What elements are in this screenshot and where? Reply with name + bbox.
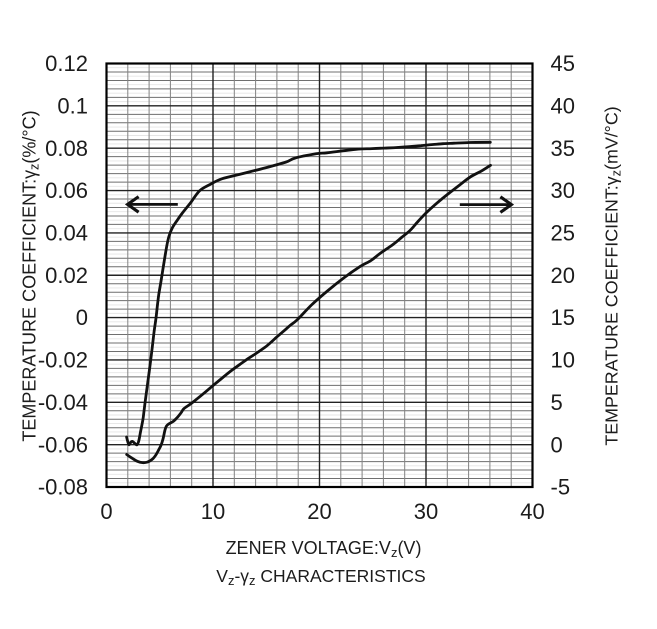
svg-text:45: 45 (551, 51, 575, 76)
svg-text:35: 35 (551, 136, 575, 161)
svg-text:0.04: 0.04 (45, 221, 88, 246)
svg-text:0.08: 0.08 (45, 136, 88, 161)
svg-text:20: 20 (551, 263, 575, 288)
svg-text:Vz-γz CHARACTERISTICS: Vz-γz CHARACTERISTICS (216, 566, 425, 588)
svg-text:10: 10 (551, 348, 575, 373)
svg-text:-5: -5 (551, 475, 571, 500)
svg-text:10: 10 (201, 499, 225, 524)
svg-text:40: 40 (551, 93, 575, 118)
svg-text:5: 5 (551, 390, 563, 415)
svg-text:0: 0 (100, 499, 112, 524)
svg-text:-0.04: -0.04 (38, 390, 88, 415)
svg-text:15: 15 (551, 305, 575, 330)
svg-text:0.12: 0.12 (45, 51, 88, 76)
svg-text:0.06: 0.06 (45, 178, 88, 203)
svg-text:20: 20 (307, 499, 331, 524)
svg-text:TEMPERATURE COEFFICIENT:γz(mV/: TEMPERATURE COEFFICIENT:γz(mV/°C) (602, 106, 624, 445)
svg-text:30: 30 (414, 499, 438, 524)
svg-text:25: 25 (551, 221, 575, 246)
svg-text:0.1: 0.1 (57, 93, 88, 118)
svg-text:30: 30 (551, 178, 575, 203)
svg-text:-0.02: -0.02 (38, 348, 88, 373)
svg-text:ZENER VOLTAGE:Vz(V): ZENER VOLTAGE:Vz(V) (226, 538, 422, 560)
svg-text:0.02: 0.02 (45, 263, 88, 288)
svg-text:-0.06: -0.06 (38, 432, 88, 457)
svg-text:0: 0 (551, 432, 563, 457)
svg-text:-0.08: -0.08 (38, 475, 88, 500)
svg-text:0: 0 (76, 305, 88, 330)
svg-text:40: 40 (520, 499, 544, 524)
svg-text:TEMPERATURE COEFFICIENT:γz(%/°: TEMPERATURE COEFFICIENT:γz(%/°C) (20, 110, 42, 441)
